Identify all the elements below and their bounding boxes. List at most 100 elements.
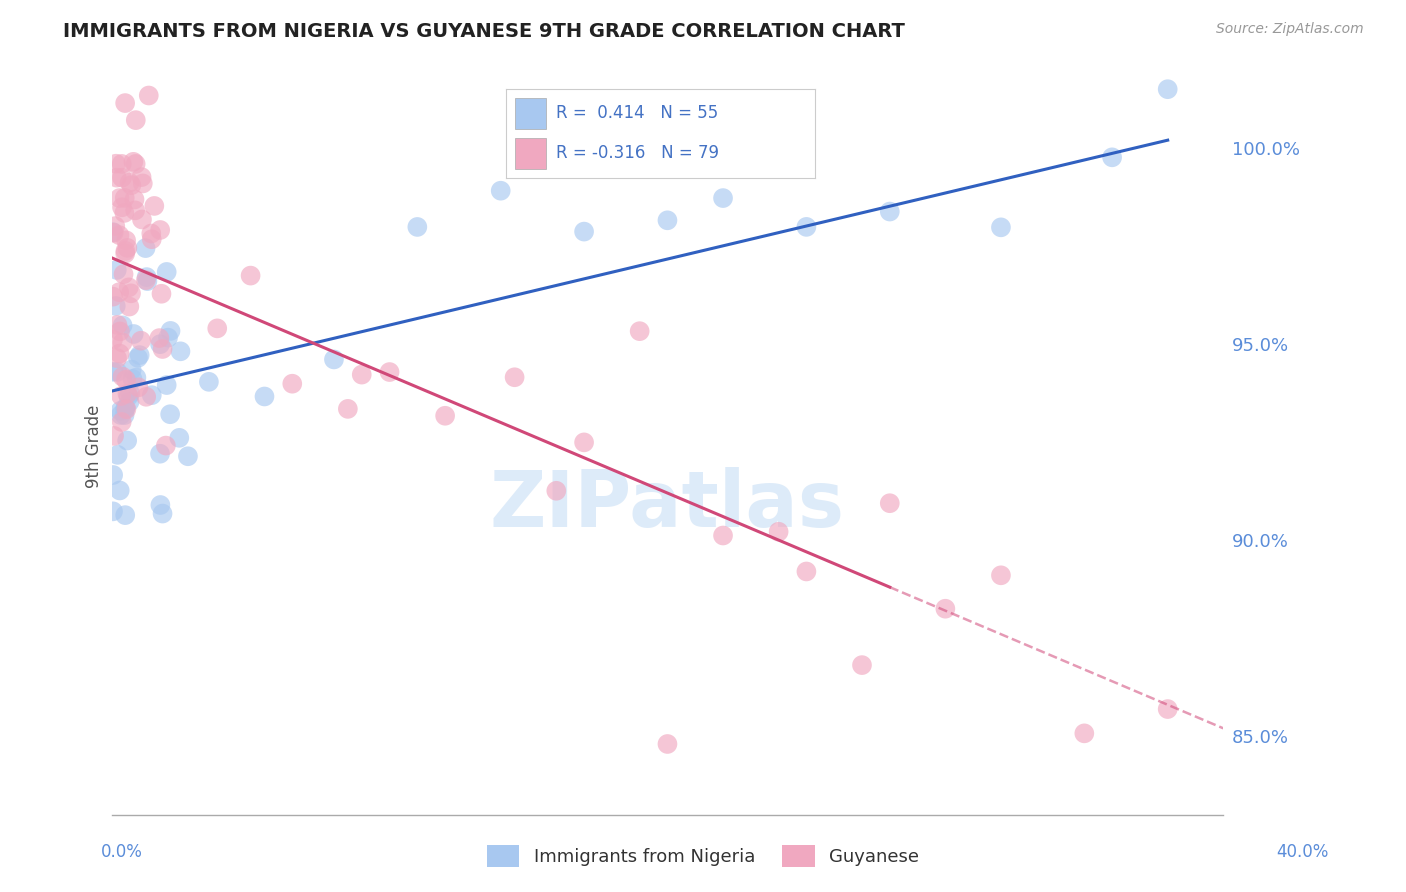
Point: [107, 448, 129, 462]
Legend: Immigrants from Nigeria, Guyanese: Immigrants from Nigeria, Guyanese: [479, 838, 927, 874]
Point: [108, 191, 131, 205]
Point: [120, 286, 142, 301]
Point: [101, 333, 124, 347]
Point: [135, 270, 157, 285]
Point: [115, 434, 138, 448]
Point: [128, 348, 150, 362]
Point: [239, 268, 262, 283]
Point: [101, 365, 124, 379]
Point: [1157, 702, 1180, 716]
Point: [114, 402, 136, 417]
Point: [124, 193, 146, 207]
Point: [156, 378, 179, 392]
Point: [110, 389, 132, 403]
Point: [108, 325, 131, 339]
Point: [114, 96, 136, 111]
Point: [159, 407, 181, 421]
Y-axis label: 9th Grade: 9th Grade: [86, 404, 103, 488]
Point: [336, 401, 359, 416]
Point: [207, 321, 229, 335]
Point: [169, 431, 191, 445]
Point: [125, 370, 148, 384]
Point: [108, 346, 131, 360]
Point: [122, 154, 145, 169]
Point: [143, 199, 166, 213]
Point: [108, 228, 131, 243]
Point: [141, 227, 163, 241]
Point: [105, 263, 128, 277]
Point: [103, 226, 125, 240]
Point: [101, 225, 124, 239]
Point: [152, 507, 174, 521]
Point: [657, 737, 679, 751]
Point: [851, 658, 873, 673]
Point: [711, 191, 734, 205]
Point: [111, 415, 134, 429]
Bar: [516, 138, 547, 169]
Text: 40.0%: 40.0%: [1277, 843, 1329, 861]
Point: [546, 483, 568, 498]
Point: [503, 370, 526, 384]
Point: [114, 401, 136, 415]
Point: [406, 219, 429, 234]
Text: IMMIGRANTS FROM NIGERIA VS GUYANESE 9TH GRADE CORRELATION CHART: IMMIGRANTS FROM NIGERIA VS GUYANESE 9TH …: [63, 22, 905, 41]
Point: [104, 219, 127, 233]
Point: [105, 170, 128, 185]
Point: [115, 373, 138, 387]
Point: [135, 390, 157, 404]
Point: [156, 330, 179, 344]
Point: [114, 408, 136, 422]
Point: [118, 176, 141, 190]
Point: [1157, 82, 1180, 96]
Point: [155, 439, 177, 453]
Point: [105, 351, 128, 366]
Point: [141, 388, 163, 402]
Point: [152, 342, 174, 356]
Point: [131, 170, 153, 185]
Point: [135, 273, 157, 287]
Point: [169, 344, 191, 359]
Point: [127, 351, 149, 365]
Point: [114, 244, 136, 258]
Point: [129, 334, 152, 348]
Point: [110, 404, 132, 418]
Point: [117, 386, 139, 401]
Point: [879, 496, 901, 510]
Point: [122, 326, 145, 341]
Point: [148, 331, 170, 345]
Point: [103, 429, 125, 443]
Text: ZIPatlas: ZIPatlas: [489, 467, 845, 543]
Point: [156, 265, 179, 279]
Point: [120, 178, 142, 193]
Point: [434, 409, 457, 423]
Point: [132, 177, 155, 191]
Text: R = -0.316   N = 79: R = -0.316 N = 79: [555, 145, 718, 162]
Point: [114, 191, 136, 205]
Text: Source: ZipAtlas.com: Source: ZipAtlas.com: [1216, 22, 1364, 37]
Point: [657, 213, 679, 227]
Point: [118, 395, 141, 409]
Point: [124, 157, 146, 171]
Text: 0.0%: 0.0%: [101, 843, 143, 861]
Point: [101, 504, 124, 518]
Point: [768, 524, 790, 539]
Point: [138, 88, 160, 103]
Point: [118, 280, 141, 294]
Point: [149, 223, 172, 237]
Point: [934, 601, 956, 615]
Point: [136, 274, 159, 288]
Point: [990, 220, 1012, 235]
Point: [1101, 150, 1123, 164]
Point: [281, 376, 304, 391]
Point: [149, 447, 172, 461]
Point: [990, 568, 1012, 582]
Point: [120, 386, 142, 401]
Point: [108, 483, 131, 498]
Point: [111, 170, 134, 185]
Point: [1073, 726, 1095, 740]
Point: [141, 232, 163, 246]
Point: [117, 241, 139, 255]
Point: [111, 318, 134, 333]
Point: [350, 368, 373, 382]
Point: [323, 352, 346, 367]
